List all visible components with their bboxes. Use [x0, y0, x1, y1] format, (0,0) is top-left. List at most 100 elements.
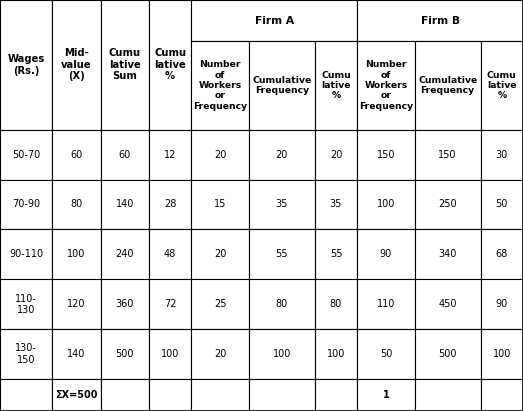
- Bar: [101, 329, 149, 379]
- Bar: [101, 229, 149, 279]
- Text: 150: 150: [377, 150, 395, 159]
- Bar: [415, 279, 481, 329]
- Bar: [481, 180, 523, 229]
- Text: Cumulative
Frequency: Cumulative Frequency: [418, 76, 477, 95]
- Bar: [481, 42, 523, 129]
- Text: Wages
(Rs.): Wages (Rs.): [8, 54, 45, 76]
- Text: 12: 12: [164, 150, 176, 159]
- Text: 110: 110: [377, 299, 395, 309]
- Bar: [481, 229, 523, 279]
- Bar: [191, 279, 249, 329]
- Text: 20: 20: [276, 150, 288, 159]
- Bar: [191, 0, 357, 42]
- Text: 80: 80: [330, 299, 342, 309]
- Bar: [357, 279, 415, 329]
- Text: 55: 55: [329, 249, 342, 259]
- Bar: [357, 129, 415, 180]
- Bar: [52, 180, 101, 229]
- Text: 450: 450: [438, 299, 457, 309]
- Bar: [249, 279, 315, 329]
- Text: 50: 50: [496, 199, 508, 210]
- Bar: [315, 180, 357, 229]
- Text: 25: 25: [214, 299, 226, 309]
- Bar: [149, 229, 191, 279]
- Bar: [481, 329, 523, 379]
- Bar: [415, 129, 481, 180]
- Bar: [249, 229, 315, 279]
- Bar: [149, 379, 191, 411]
- Bar: [191, 329, 249, 379]
- Text: Firm B: Firm B: [420, 16, 460, 25]
- Text: 150: 150: [438, 150, 457, 159]
- Bar: [191, 129, 249, 180]
- Bar: [52, 229, 101, 279]
- Bar: [149, 0, 191, 129]
- Text: Cumu
lative
%: Cumu lative %: [321, 71, 351, 100]
- Text: 140: 140: [67, 349, 86, 359]
- Text: 80: 80: [71, 199, 83, 210]
- Bar: [149, 279, 191, 329]
- Text: 110-
130: 110- 130: [15, 293, 37, 315]
- Text: 35: 35: [276, 199, 288, 210]
- Text: 100: 100: [493, 349, 511, 359]
- Bar: [415, 329, 481, 379]
- Bar: [357, 180, 415, 229]
- Bar: [191, 42, 249, 129]
- Bar: [249, 329, 315, 379]
- Bar: [357, 42, 415, 129]
- Text: 250: 250: [438, 199, 457, 210]
- Text: 1: 1: [382, 390, 389, 400]
- Bar: [357, 229, 415, 279]
- Text: 72: 72: [164, 299, 176, 309]
- Text: 90-110: 90-110: [9, 249, 43, 259]
- Text: 20: 20: [214, 249, 226, 259]
- Bar: [249, 42, 315, 129]
- Bar: [191, 229, 249, 279]
- Bar: [315, 279, 357, 329]
- Text: Number
of
Workers
or
Frequency: Number of Workers or Frequency: [193, 60, 247, 111]
- Bar: [415, 379, 481, 411]
- Text: 90: 90: [380, 249, 392, 259]
- Bar: [415, 42, 481, 129]
- Text: 30: 30: [496, 150, 508, 159]
- Text: 50-70: 50-70: [12, 150, 40, 159]
- Text: Cumu
lative
Sum: Cumu lative Sum: [109, 48, 141, 81]
- Bar: [149, 129, 191, 180]
- Bar: [315, 379, 357, 411]
- Bar: [249, 180, 315, 229]
- Bar: [357, 329, 415, 379]
- Text: 500: 500: [438, 349, 457, 359]
- Text: 48: 48: [164, 249, 176, 259]
- Bar: [101, 180, 149, 229]
- Bar: [149, 180, 191, 229]
- Bar: [0, 129, 52, 180]
- Text: 28: 28: [164, 199, 176, 210]
- Text: 100: 100: [272, 349, 291, 359]
- Text: 68: 68: [496, 249, 508, 259]
- Text: Cumulative
Frequency: Cumulative Frequency: [252, 76, 311, 95]
- Text: 20: 20: [214, 349, 226, 359]
- Text: 500: 500: [116, 349, 134, 359]
- Bar: [0, 379, 52, 411]
- Text: 360: 360: [116, 299, 134, 309]
- Bar: [101, 379, 149, 411]
- Bar: [101, 279, 149, 329]
- Text: 35: 35: [330, 199, 342, 210]
- Bar: [481, 279, 523, 329]
- Bar: [191, 379, 249, 411]
- Bar: [249, 129, 315, 180]
- Text: 240: 240: [116, 249, 134, 259]
- Bar: [149, 329, 191, 379]
- Text: 80: 80: [276, 299, 288, 309]
- Text: 60: 60: [119, 150, 131, 159]
- Text: 120: 120: [67, 299, 86, 309]
- Bar: [101, 129, 149, 180]
- Text: 100: 100: [377, 199, 395, 210]
- Text: 340: 340: [438, 249, 457, 259]
- Text: Mid-
value
(X): Mid- value (X): [61, 48, 92, 81]
- Text: 140: 140: [116, 199, 134, 210]
- Text: 60: 60: [71, 150, 83, 159]
- Bar: [0, 229, 52, 279]
- Bar: [0, 180, 52, 229]
- Bar: [415, 229, 481, 279]
